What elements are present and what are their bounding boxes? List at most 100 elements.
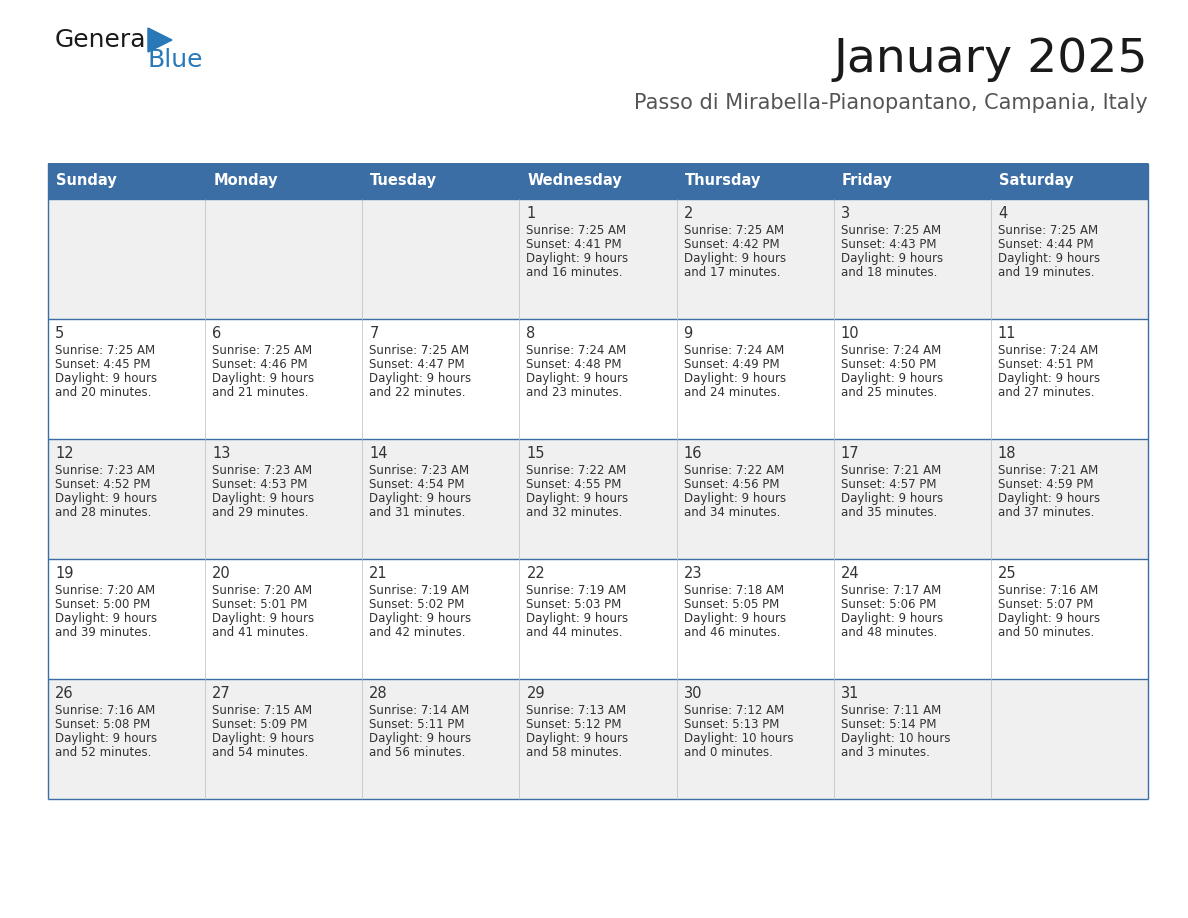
- Bar: [362, 319, 519, 439]
- Text: Sunset: 5:13 PM: Sunset: 5:13 PM: [683, 718, 779, 731]
- Text: 26: 26: [55, 686, 74, 701]
- Text: Daylight: 9 hours: Daylight: 9 hours: [526, 732, 628, 745]
- Text: Daylight: 9 hours: Daylight: 9 hours: [369, 372, 472, 385]
- Text: and 54 minutes.: and 54 minutes.: [213, 746, 309, 759]
- Text: 3: 3: [841, 206, 849, 221]
- Text: Daylight: 10 hours: Daylight: 10 hours: [683, 732, 794, 745]
- Text: 8: 8: [526, 326, 536, 341]
- Text: Sunrise: 7:24 AM: Sunrise: 7:24 AM: [526, 344, 627, 357]
- Text: Daylight: 9 hours: Daylight: 9 hours: [55, 492, 157, 505]
- Text: and 41 minutes.: and 41 minutes.: [213, 626, 309, 639]
- Text: 24: 24: [841, 566, 859, 581]
- Text: Sunrise: 7:24 AM: Sunrise: 7:24 AM: [683, 344, 784, 357]
- Text: Sunrise: 7:25 AM: Sunrise: 7:25 AM: [841, 224, 941, 237]
- Bar: [206, 163, 362, 199]
- Bar: [519, 163, 677, 199]
- Bar: [677, 679, 834, 799]
- Text: Daylight: 9 hours: Daylight: 9 hours: [213, 492, 315, 505]
- Text: and 58 minutes.: and 58 minutes.: [526, 746, 623, 759]
- Text: Sunrise: 7:21 AM: Sunrise: 7:21 AM: [841, 464, 941, 477]
- Text: Sunset: 4:50 PM: Sunset: 4:50 PM: [841, 358, 936, 371]
- Text: Daylight: 9 hours: Daylight: 9 hours: [369, 732, 472, 745]
- Text: Sunrise: 7:22 AM: Sunrise: 7:22 AM: [683, 464, 784, 477]
- Bar: [362, 559, 519, 679]
- Text: and 19 minutes.: and 19 minutes.: [998, 266, 1094, 279]
- Text: and 24 minutes.: and 24 minutes.: [683, 386, 781, 399]
- Bar: [206, 199, 362, 319]
- Text: Sunrise: 7:12 AM: Sunrise: 7:12 AM: [683, 704, 784, 717]
- Bar: [991, 439, 1148, 559]
- Text: and 37 minutes.: and 37 minutes.: [998, 506, 1094, 519]
- Bar: [677, 439, 834, 559]
- Text: Sunset: 5:07 PM: Sunset: 5:07 PM: [998, 598, 1093, 611]
- Text: Daylight: 9 hours: Daylight: 9 hours: [369, 612, 472, 625]
- Bar: [677, 163, 834, 199]
- Text: Sunrise: 7:15 AM: Sunrise: 7:15 AM: [213, 704, 312, 717]
- Text: Sunset: 4:42 PM: Sunset: 4:42 PM: [683, 238, 779, 251]
- Text: Sunrise: 7:17 AM: Sunrise: 7:17 AM: [841, 584, 941, 597]
- Text: Sunset: 4:54 PM: Sunset: 4:54 PM: [369, 478, 465, 491]
- Text: 23: 23: [683, 566, 702, 581]
- Text: Sunset: 4:48 PM: Sunset: 4:48 PM: [526, 358, 623, 371]
- Text: Sunrise: 7:24 AM: Sunrise: 7:24 AM: [841, 344, 941, 357]
- Text: and 39 minutes.: and 39 minutes.: [55, 626, 151, 639]
- Text: and 27 minutes.: and 27 minutes.: [998, 386, 1094, 399]
- Text: Sunrise: 7:20 AM: Sunrise: 7:20 AM: [55, 584, 156, 597]
- Text: and 42 minutes.: and 42 minutes.: [369, 626, 466, 639]
- Bar: [206, 439, 362, 559]
- Text: Daylight: 9 hours: Daylight: 9 hours: [526, 252, 628, 265]
- Text: and 22 minutes.: and 22 minutes.: [369, 386, 466, 399]
- Text: Sunset: 4:49 PM: Sunset: 4:49 PM: [683, 358, 779, 371]
- Text: Monday: Monday: [213, 174, 278, 188]
- Text: and 34 minutes.: and 34 minutes.: [683, 506, 781, 519]
- Text: Daylight: 9 hours: Daylight: 9 hours: [526, 492, 628, 505]
- Text: Sunrise: 7:18 AM: Sunrise: 7:18 AM: [683, 584, 784, 597]
- Text: and 31 minutes.: and 31 minutes.: [369, 506, 466, 519]
- Text: Sunrise: 7:22 AM: Sunrise: 7:22 AM: [526, 464, 627, 477]
- Text: and 21 minutes.: and 21 minutes.: [213, 386, 309, 399]
- Text: 13: 13: [213, 446, 230, 461]
- Bar: [206, 319, 362, 439]
- Text: Sunset: 5:06 PM: Sunset: 5:06 PM: [841, 598, 936, 611]
- Text: Blue: Blue: [148, 48, 203, 72]
- Text: General: General: [55, 28, 153, 52]
- Bar: [834, 679, 991, 799]
- Bar: [991, 559, 1148, 679]
- Bar: [677, 559, 834, 679]
- Bar: [362, 679, 519, 799]
- Text: and 48 minutes.: and 48 minutes.: [841, 626, 937, 639]
- Text: 10: 10: [841, 326, 859, 341]
- Bar: [519, 319, 677, 439]
- Text: and 18 minutes.: and 18 minutes.: [841, 266, 937, 279]
- Text: Tuesday: Tuesday: [371, 174, 437, 188]
- Text: and 17 minutes.: and 17 minutes.: [683, 266, 781, 279]
- Bar: [991, 679, 1148, 799]
- Text: Sunset: 4:46 PM: Sunset: 4:46 PM: [213, 358, 308, 371]
- Text: Sunrise: 7:25 AM: Sunrise: 7:25 AM: [55, 344, 156, 357]
- Bar: [48, 679, 206, 799]
- Text: Sunrise: 7:19 AM: Sunrise: 7:19 AM: [369, 584, 469, 597]
- Bar: [48, 163, 206, 199]
- Text: Sunset: 5:11 PM: Sunset: 5:11 PM: [369, 718, 465, 731]
- Text: Sunset: 4:45 PM: Sunset: 4:45 PM: [55, 358, 151, 371]
- Text: and 44 minutes.: and 44 minutes.: [526, 626, 623, 639]
- Bar: [519, 439, 677, 559]
- Text: Sunrise: 7:25 AM: Sunrise: 7:25 AM: [526, 224, 626, 237]
- Text: Daylight: 9 hours: Daylight: 9 hours: [369, 492, 472, 505]
- Bar: [48, 199, 206, 319]
- Text: and 0 minutes.: and 0 minutes.: [683, 746, 772, 759]
- Text: Daylight: 9 hours: Daylight: 9 hours: [841, 612, 943, 625]
- Polygon shape: [148, 28, 172, 52]
- Text: Daylight: 9 hours: Daylight: 9 hours: [213, 732, 315, 745]
- Bar: [48, 439, 206, 559]
- Text: Daylight: 10 hours: Daylight: 10 hours: [841, 732, 950, 745]
- Bar: [677, 199, 834, 319]
- Text: Daylight: 9 hours: Daylight: 9 hours: [683, 372, 785, 385]
- Bar: [991, 199, 1148, 319]
- Text: Sunset: 5:12 PM: Sunset: 5:12 PM: [526, 718, 623, 731]
- Bar: [834, 559, 991, 679]
- Text: 2: 2: [683, 206, 693, 221]
- Text: Daylight: 9 hours: Daylight: 9 hours: [213, 612, 315, 625]
- Text: January 2025: January 2025: [834, 38, 1148, 83]
- Text: 21: 21: [369, 566, 388, 581]
